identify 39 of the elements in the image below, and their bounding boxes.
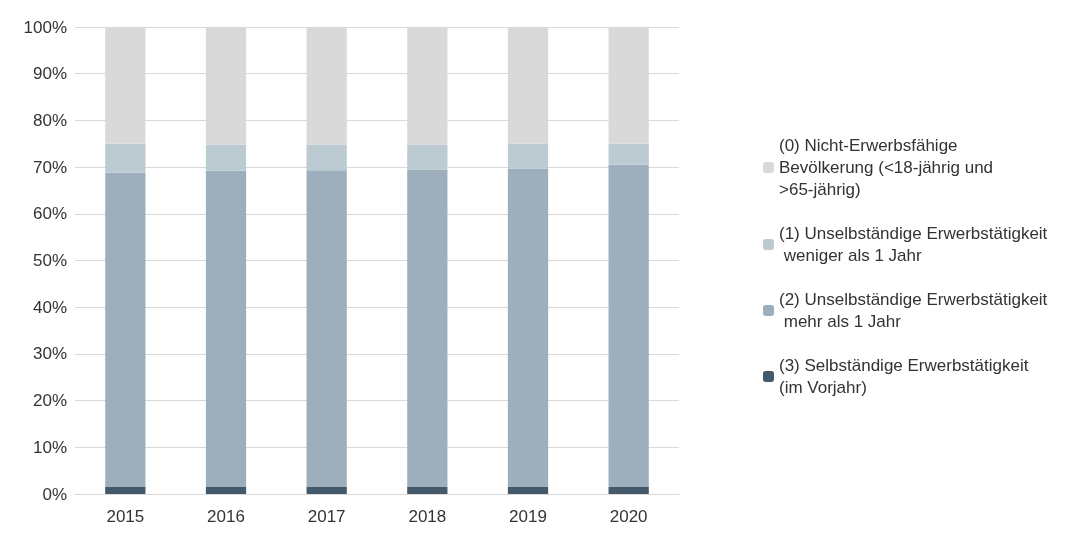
x-tick-label: 2017	[307, 507, 346, 526]
legend-label: (2) Unselbständige Erwerbstätigkeit mehr als 1 Jahr	[779, 290, 1048, 331]
legend-label: (1) Unselbständige Erwerbstätigkeit weniger als 1 Jahr	[779, 224, 1048, 265]
bar	[507, 143, 549, 169]
bar	[608, 164, 649, 487]
bar	[105, 487, 146, 494]
legend-label: (0) Nicht-Erwerbsfähige Bevölkerung (<18-jährig und >65-jährig)	[779, 136, 998, 199]
x-tick-label: 2019	[509, 507, 547, 526]
bar	[306, 487, 347, 494]
legend-label: (3) Selbständige Erwerbstätigkeit (im Vorjahr)	[779, 356, 1034, 397]
y-tick-label: 30%	[32, 344, 67, 364]
bar	[407, 169, 448, 487]
y-tick-label: 40%	[32, 297, 67, 317]
y-tick-label: 90%	[32, 64, 67, 84]
y-tick-label: 60%	[32, 204, 67, 224]
bar	[205, 487, 247, 494]
x-tick-label: 2020	[609, 507, 648, 526]
bar	[407, 144, 448, 170]
bar	[306, 144, 347, 171]
y-tick-label: 0%	[42, 484, 67, 504]
x-tick-label: 2016	[207, 507, 245, 526]
x-tick-label: 2018	[408, 507, 447, 526]
y-tick-label: 100%	[23, 17, 67, 37]
bar	[608, 143, 649, 165]
y-tick-label: 20%	[32, 391, 67, 411]
bar	[507, 487, 549, 494]
bar	[306, 170, 347, 487]
x-tick-label: 2015	[106, 507, 145, 526]
bar	[205, 144, 247, 171]
y-tick-label: 10%	[32, 437, 67, 457]
y-tick-label: 70%	[32, 157, 67, 177]
bar	[608, 487, 649, 494]
bar	[105, 172, 146, 487]
bar	[205, 170, 247, 487]
y-tick-label: 50%	[32, 251, 67, 270]
bar	[507, 168, 549, 487]
bar	[407, 487, 448, 494]
bar	[105, 143, 146, 173]
y-tick-label: 80%	[32, 110, 67, 130]
